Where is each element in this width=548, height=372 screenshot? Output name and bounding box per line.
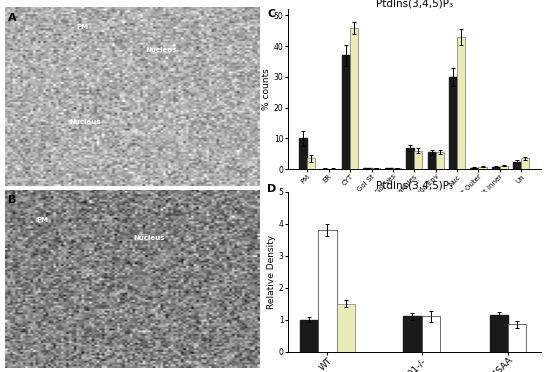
Bar: [336, 304, 355, 352]
Text: Nucleus: Nucleus: [69, 119, 101, 125]
Bar: [500, 166, 508, 169]
Text: C: C: [267, 9, 276, 19]
Y-axis label: % counts: % counts: [262, 68, 271, 110]
Bar: [513, 161, 521, 169]
Bar: [478, 167, 487, 169]
Bar: [490, 315, 509, 352]
Bar: [300, 320, 318, 352]
Text: Nucleus: Nucleus: [133, 235, 164, 241]
Bar: [350, 28, 358, 169]
Text: Nucleus: Nucleus: [146, 47, 177, 53]
Y-axis label: Relative Density: Relative Density: [267, 234, 276, 309]
Bar: [449, 77, 457, 169]
Bar: [509, 324, 527, 352]
Bar: [492, 167, 500, 169]
Bar: [436, 153, 444, 169]
Bar: [406, 148, 414, 169]
Text: PM: PM: [77, 24, 89, 30]
Bar: [414, 151, 423, 169]
Bar: [470, 168, 478, 169]
Bar: [427, 153, 436, 169]
Text: PM: PM: [36, 217, 48, 223]
Bar: [307, 158, 316, 169]
Bar: [318, 230, 336, 352]
Bar: [457, 37, 465, 169]
Title: PtdIns(3,4,5)P₃: PtdIns(3,4,5)P₃: [376, 181, 453, 191]
Bar: [299, 138, 307, 169]
Bar: [403, 316, 421, 352]
Text: A: A: [8, 13, 16, 23]
Bar: [342, 55, 350, 169]
Bar: [421, 316, 439, 352]
Title: PtdIns(3,4,5)P₃: PtdIns(3,4,5)P₃: [376, 0, 453, 9]
Bar: [521, 158, 529, 169]
Text: D: D: [267, 184, 277, 194]
Text: B: B: [8, 195, 16, 205]
